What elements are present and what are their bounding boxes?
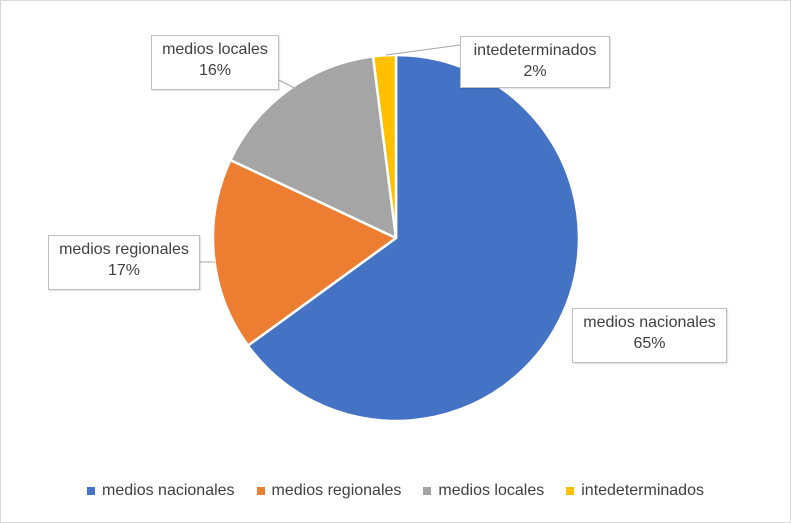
data-label-category: intedeterminados [473, 42, 597, 59]
legend-item-medios-locales: medios locales [423, 482, 544, 500]
data-label-category: medios regionales [59, 241, 189, 258]
data-label-category: medios locales [162, 41, 268, 58]
leader-line-medios-locales [278, 79, 303, 93]
legend-label-medios-regionales: medios regionales [271, 482, 402, 499]
legend-item-medios-nacionales: medios nacionales [87, 482, 235, 500]
legend-swatch-intedeterminados [566, 487, 575, 495]
legend-swatch-medios-regionales [256, 487, 265, 495]
data-label-medios-locales: medios locales 16% [151, 35, 279, 90]
data-label-percent: 65% [633, 335, 666, 352]
data-label-medios-nacionales: medios nacionales 65% [572, 308, 727, 363]
legend-label-intedeterminados: intedeterminados [581, 482, 704, 499]
legend-item-intedeterminados: intedeterminados [566, 482, 704, 500]
data-label-intedeterminados: intedeterminados 2% [460, 36, 610, 88]
pie-slice-medios-regionales [211, 158, 398, 347]
pie-slice-medios-locales [229, 55, 398, 240]
legend-label-medios-nacionales: medios nacionales [102, 482, 235, 499]
legend: medios nacionales medios regionales medi… [0, 482, 791, 500]
legend-item-medios-regionales: medios regionales [256, 482, 402, 500]
data-label-percent: 2% [523, 63, 547, 80]
leader-line-intedeterminados [385, 44, 461, 56]
data-label-percent: 17% [107, 262, 141, 279]
data-label-medios-regionales: medios regionales 17% [48, 235, 200, 290]
legend-swatch-medios-locales [423, 487, 432, 495]
data-label-percent: 16% [198, 62, 232, 79]
legend-swatch-medios-nacionales [87, 487, 96, 495]
data-label-category: medios nacionales [583, 314, 716, 331]
pie-slice-intedeterminados [371, 53, 398, 240]
legend-label-medios-locales: medios locales [438, 482, 545, 499]
